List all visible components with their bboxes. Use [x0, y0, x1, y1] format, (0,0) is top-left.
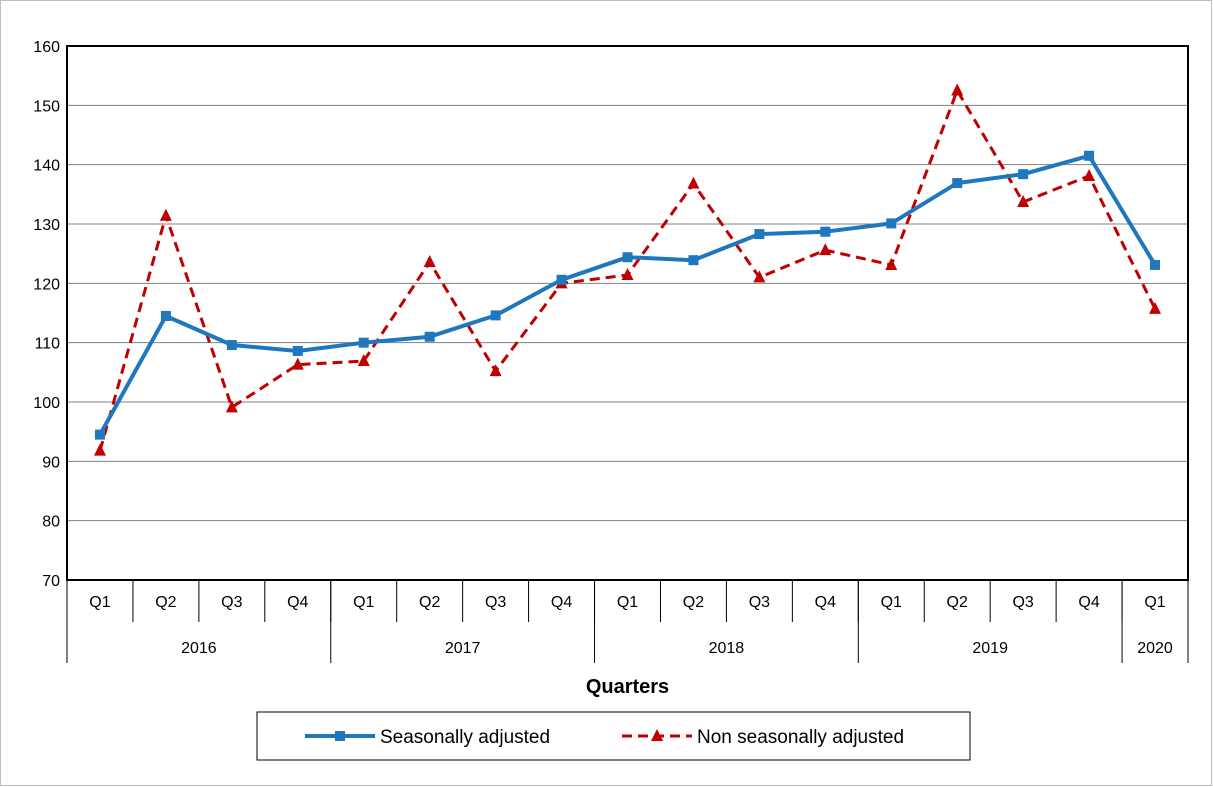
y-tick-label: 120 [33, 276, 60, 293]
y-tick-label: 150 [33, 98, 60, 115]
legend-label: Non seasonally adjusted [697, 727, 904, 748]
data-point-square [754, 229, 765, 240]
x-tick-label: Q3 [221, 594, 242, 611]
data-point-triangle [357, 354, 370, 367]
x-tick-label: Q1 [1144, 594, 1165, 611]
x-tick-label: Q2 [419, 594, 440, 611]
data-point-triangle [489, 364, 502, 377]
legend: Seasonally adjusted Non seasonally adjust… [256, 711, 971, 761]
data-point-square [160, 310, 171, 321]
x-tick-label: Q1 [617, 594, 638, 611]
data-point-triangle [93, 443, 106, 456]
data-point-triangle [291, 357, 304, 370]
x-axis-title: Quarters [586, 676, 669, 698]
x-year-label: 2018 [709, 640, 745, 657]
y-tick-label: 110 [34, 336, 60, 353]
gridlines [67, 104, 1188, 522]
x-tick-label: Q3 [485, 594, 506, 611]
data-point-triangle [819, 243, 832, 256]
y-tick-label: 70 [42, 573, 60, 590]
series-lines [93, 83, 1162, 456]
x-axis-category-grid: Q1 Q2 Q3 Q4 Q1 Q2 Q3 Q4 Q1 Q2 Q3 Q4 Q1 Q2 Q3 Q4 Q1 2016 20… [66, 580, 1189, 663]
data-point-square [490, 310, 501, 321]
data-point-square [94, 429, 105, 440]
data-point-square [820, 226, 831, 237]
data-point-triangle [225, 400, 238, 413]
legend-label: Seasonally adjusted [380, 727, 550, 748]
y-tick-label: 130 [33, 217, 60, 234]
data-point-square [1150, 259, 1161, 270]
y-tick-label: 80 [42, 514, 60, 531]
x-tick-label: Q4 [551, 594, 572, 611]
data-point-square [1084, 150, 1095, 161]
data-point-triangle [1149, 301, 1162, 314]
x-tick-label: Q1 [881, 594, 902, 611]
data-point-triangle [621, 268, 634, 281]
x-tick-label: Q2 [155, 594, 176, 611]
data-point-triangle [885, 257, 898, 270]
x-tick-label: Q1 [353, 594, 374, 611]
plot-area-border [66, 45, 1189, 581]
y-tick-label: 100 [33, 395, 60, 412]
data-point-square [622, 252, 633, 263]
data-point-triangle [951, 83, 964, 96]
y-tick-label: 160 [33, 39, 60, 56]
data-point-triangle [159, 208, 172, 221]
data-point-square [556, 274, 567, 285]
data-point-triangle [687, 176, 700, 189]
x-tick-label: Q1 [89, 594, 110, 611]
legend-box [256, 711, 971, 761]
data-point-triangle [1017, 195, 1030, 208]
x-tick-label: Q3 [749, 594, 770, 611]
x-year-label: 2019 [972, 640, 1008, 657]
data-point-triangle [1083, 168, 1096, 181]
x-year-label: 2020 [1137, 640, 1173, 657]
x-year-label: 2017 [445, 640, 481, 657]
data-point-square [1018, 169, 1029, 180]
data-point-square [688, 255, 699, 266]
legend-marker-triangle [651, 729, 663, 741]
y-tick-label: 90 [42, 454, 60, 471]
data-point-square [358, 337, 369, 348]
x-tick-label: Q3 [1012, 594, 1033, 611]
data-point-triangle [423, 254, 436, 267]
x-tick-label: Q4 [815, 594, 836, 611]
y-tick-label: 140 [33, 158, 60, 175]
legend-marker-square [335, 731, 345, 741]
x-tick-label: Q2 [947, 594, 968, 611]
data-point-square [226, 340, 237, 351]
data-point-triangle [753, 270, 766, 283]
data-point-square [424, 331, 435, 342]
x-tick-label: Q4 [1078, 594, 1099, 611]
data-point-square [952, 178, 963, 189]
x-tick-label: Q4 [287, 594, 308, 611]
y-axis-tick-labels: 70 80 90 100 110 120 130 140 150 160 [33, 39, 60, 590]
data-point-square [886, 218, 897, 229]
x-tick-label: Q2 [683, 594, 704, 611]
legend-items: Seasonally adjusted Non seasonally adjust… [305, 727, 904, 748]
x-year-label: 2016 [181, 640, 217, 657]
data-point-square [292, 345, 303, 356]
